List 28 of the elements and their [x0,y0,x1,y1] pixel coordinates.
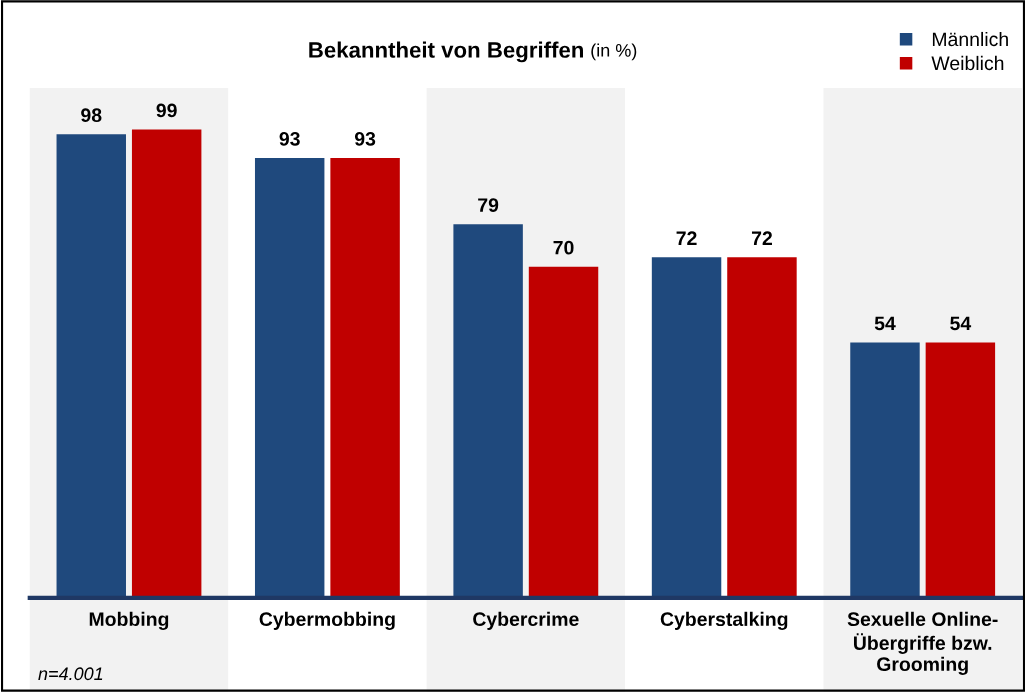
bar [651,257,722,598]
data-label: 98 [81,108,102,123]
x-tick-label: Cybermobbing [259,611,395,630]
bar [925,342,996,598]
data-label: 72 [676,231,697,245]
x-tick-label: Cybercrime [473,611,579,630]
chart-title: Bekanntheit von Begriffen [309,41,583,63]
x-tick-label: Sexuelle Online- Übergriffe bzw. Grooming [847,611,998,675]
bar [254,157,325,598]
data-label: 70 [553,240,574,255]
data-label: 93 [279,131,300,146]
data-label: 72 [751,231,772,245]
bar [330,157,400,598]
bar [453,224,523,598]
text: n=4.001 [38,667,103,681]
legend-label: Weiblich [931,55,1004,71]
x-tick-label: Mobbing [89,611,169,630]
legend-label: Männlich [932,31,1008,47]
x-tick-label: Cyberstalking [660,611,788,630]
bar [850,342,920,598]
data-label: 99 [156,103,177,118]
chart-subtitle: (in %) [591,43,637,61]
data-label: 54 [950,316,972,331]
bar [528,266,599,598]
data-label: 79 [478,198,499,212]
bar [727,257,797,598]
data-label: 93 [354,131,376,146]
data-label: 54 [874,316,896,331]
